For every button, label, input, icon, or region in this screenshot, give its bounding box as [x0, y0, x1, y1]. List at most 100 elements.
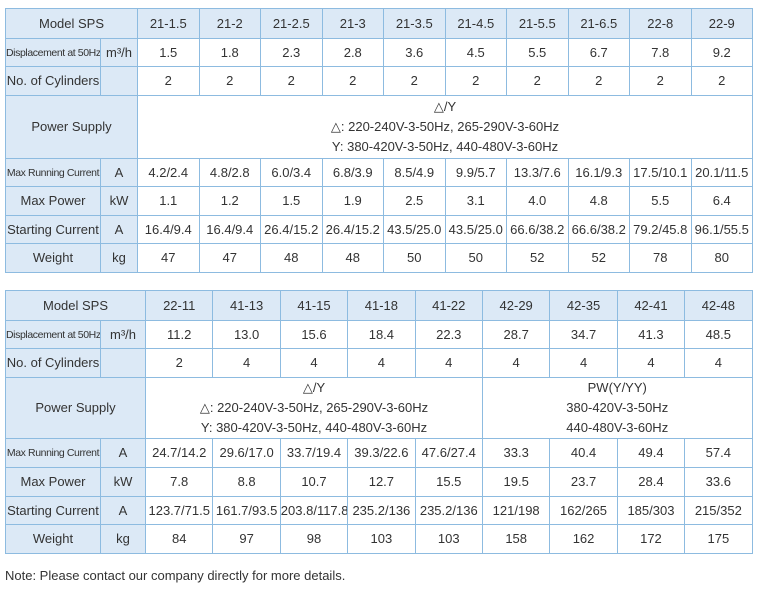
spec-table-2: Model SPS 22-11 41-13 41-15 41-18 41-22 42-29 4…: [4, 290, 753, 554]
spec-value: 2: [506, 66, 569, 96]
spec-value: 47: [137, 243, 200, 273]
row-label: Weight: [5, 524, 101, 554]
spec-value: 185/303: [616, 496, 686, 525]
spec-value: 97: [212, 524, 281, 554]
spec-value: 2: [260, 66, 323, 96]
row-label: Displacement at 50Hz: [5, 320, 101, 349]
row-unit: kg: [99, 243, 139, 273]
spec-row: Displacement at 50Hz m³/h 11.2 13.0 15.6 18.4…: [5, 320, 753, 349]
spec-value: 2: [137, 66, 200, 96]
model-name: 22-11: [145, 290, 214, 321]
spec-row: Displacement at 50Hz m³/h 1.5 1.8 2.3 2.8 3.6 4…: [5, 38, 754, 67]
spec-value: 8.8: [212, 467, 281, 497]
power-supply-line: PW(Y/YY): [587, 380, 647, 395]
spec-value: 2.3: [260, 38, 323, 67]
power-supply-line: Y: 380-420V-3-50Hz, 440-480V-3-60Hz: [331, 139, 559, 154]
spec-value: 7.8: [145, 467, 214, 497]
spec-value: 235.2/136: [414, 496, 483, 525]
row-unit: kg: [99, 524, 147, 554]
row-unit: A: [99, 158, 139, 187]
spec-value: 9.2: [690, 38, 754, 67]
model-name: 21-4.5: [444, 8, 508, 39]
spec-row: Max Running Current A 4.2/2.4 4.8/2.8 6.0/3.…: [5, 158, 754, 187]
spec-row: No. of Cylinders 2 4 4 4 4 4 4 4 4: [5, 348, 753, 378]
spec-value: 66.6/38.2: [567, 215, 631, 244]
power-supply-line: 440-480V-3-60Hz: [566, 420, 669, 435]
footnote: Note: Please contact our company directl…: [5, 568, 346, 583]
model-name: 21-2: [198, 8, 262, 39]
header-label: Model SPS: [4, 290, 147, 321]
spec-value: 4: [414, 348, 483, 378]
spec-value: 4.2/2.4: [137, 158, 200, 187]
spec-value: 16.4/9.4: [137, 215, 200, 244]
header-label: Model SPS: [4, 8, 139, 39]
power-supply-line: △: 220-240V-3-50Hz, 265-290V-3-60Hz: [330, 119, 560, 134]
row-label: Starting Current: [5, 215, 101, 244]
spec-value: 40.4: [549, 438, 618, 468]
spec-value: 3.6: [383, 38, 446, 67]
spec-value: 18.4: [347, 320, 416, 349]
row-label: Power Supply: [4, 95, 139, 159]
row-unit: A: [99, 438, 147, 468]
spec-value: 1.8: [198, 38, 262, 67]
spec-value: 4: [212, 348, 281, 378]
model-name: 21-5.5: [506, 8, 569, 39]
spec-value: 2: [198, 66, 262, 96]
spec-value: 1.5: [260, 186, 323, 216]
model-name: 21-3.5: [383, 8, 446, 39]
spec-row: Max Running Current A 24.7/14.2 29.6/17.0 33…: [5, 438, 753, 468]
model-name: 22-9: [690, 8, 754, 39]
row-label: No. of Cylinders: [5, 348, 101, 378]
spec-value: 2: [690, 66, 754, 96]
spec-value: 47: [198, 243, 262, 273]
spec-value: 24.7/14.2: [145, 438, 214, 468]
spec-value: 1.1: [137, 186, 200, 216]
model-name: 42-29: [481, 290, 551, 321]
spec-value: 43.5/25.0: [383, 215, 446, 244]
spec-value: 10.7: [279, 467, 349, 497]
header-row: Model SPS 21-1.5 21-2 21-2.5 21-3 21-3.5 21-4.…: [4, 8, 754, 39]
row-unit: A: [99, 215, 139, 244]
spec-value: 6.0/3.4: [260, 158, 323, 187]
spec-value: 15.6: [279, 320, 349, 349]
spec-value: 203.8/117.8: [279, 496, 349, 525]
spec-value: 161.7/93.5: [212, 496, 281, 525]
spec-value: 4: [481, 348, 551, 378]
spec-value: 6.8/3.9: [321, 158, 385, 187]
spec-value: 8.5/4.9: [383, 158, 446, 187]
spec-value: 4: [549, 348, 618, 378]
spec-value: 50: [383, 243, 446, 273]
row-label: Max Running Current: [5, 158, 101, 187]
spec-value: 29.6/17.0: [212, 438, 281, 468]
spec-value: 26.4/15.2: [321, 215, 385, 244]
spec-value: 41.3: [616, 320, 686, 349]
model-name: 42-48: [684, 290, 753, 321]
spec-value: 20.1/11.5: [690, 158, 754, 187]
spec-value: 1.9: [321, 186, 385, 216]
model-name: 42-35: [549, 290, 618, 321]
spec-value: 48: [321, 243, 385, 273]
row-unit: m³/h: [99, 320, 147, 349]
spec-value: 9.9/5.7: [444, 158, 508, 187]
spec-value: 103: [414, 524, 483, 554]
row-unit: m³/h: [99, 38, 139, 67]
spec-value: 52: [506, 243, 569, 273]
model-name: 21-6.5: [567, 8, 631, 39]
spec-value: 33.7/19.4: [279, 438, 349, 468]
row-unit: kW: [99, 467, 147, 497]
spec-value: 79.2/45.8: [629, 215, 692, 244]
spec-value: 4.8: [567, 186, 631, 216]
model-name: 21-1.5: [137, 8, 200, 39]
spec-table-1: Model SPS 21-1.5 21-2 21-2.5 21-3 21-3.5 21-4.…: [4, 8, 754, 273]
spec-value: 48: [260, 243, 323, 273]
spec-value: 15.5: [414, 467, 483, 497]
spec-value: 175: [684, 524, 753, 554]
spec-value: 7.8: [629, 38, 692, 67]
spec-row: Max Power kW 7.8 8.8 10.7 12.7 15.5 19.5 23.7 28.…: [5, 467, 753, 497]
spec-value: 2: [321, 66, 385, 96]
spec-row: Starting Current A 16.4/9.4 16.4/9.4 26.4/15…: [5, 215, 754, 244]
model-name: 41-22: [414, 290, 483, 321]
spec-row: Power Supply △/Y △: 220-240V-3-50Hz, 265-2…: [4, 95, 754, 159]
spec-value: 48.5: [684, 320, 753, 349]
power-supply-line: 380-420V-3-50Hz: [566, 400, 669, 415]
